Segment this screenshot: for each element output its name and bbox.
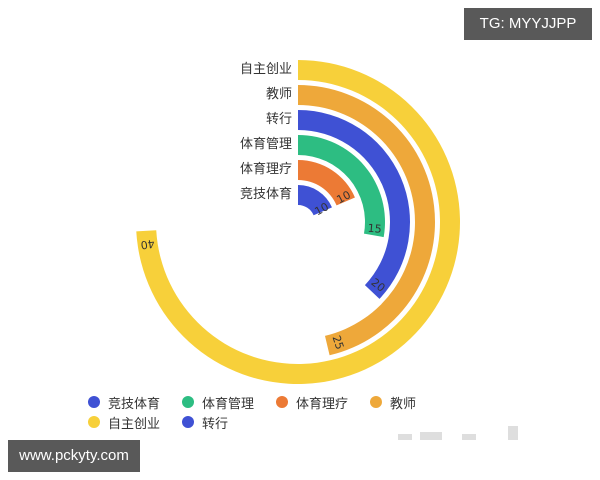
legend-label: 体育理疗 xyxy=(296,396,349,412)
value-label: 25 xyxy=(330,334,347,351)
category-label: 教师 xyxy=(265,87,292,102)
category-label: 体育理疗 xyxy=(239,162,292,177)
blurred-artifact xyxy=(462,434,476,440)
legend-dot-icon xyxy=(182,416,195,428)
bar-教师[interactable] xyxy=(298,85,436,356)
value-label: 15 xyxy=(367,222,382,236)
legend-label: 教师 xyxy=(390,396,417,412)
value-label: 10 xyxy=(335,188,353,206)
legend-item[interactable]: 体育管理 xyxy=(182,392,254,412)
watermark-url: www.pckyty.com xyxy=(8,440,140,472)
watermark-tg: TG: MYYJJPP xyxy=(464,8,592,40)
value-label: 40 xyxy=(140,237,156,252)
blurred-artifact xyxy=(508,426,518,440)
category-label: 竞技体育 xyxy=(239,187,292,202)
legend-label: 转行 xyxy=(202,416,229,432)
category-label: 体育管理 xyxy=(239,137,292,152)
bar-竞技体育[interactable] xyxy=(298,185,332,216)
bar-自主创业[interactable] xyxy=(136,60,460,384)
legend-dot-icon xyxy=(88,416,100,428)
legend-item[interactable]: 转行 xyxy=(182,412,228,432)
value-label: 10 xyxy=(313,200,331,218)
legend-item[interactable]: 体育理疗 xyxy=(276,392,348,412)
bar-体育管理[interactable] xyxy=(298,135,386,238)
legend-item[interactable]: 教师 xyxy=(370,392,416,412)
blurred-artifact xyxy=(398,434,412,440)
legend-label: 体育管理 xyxy=(202,396,255,412)
legend-dot-icon xyxy=(276,396,289,408)
bar-转行[interactable] xyxy=(298,110,411,299)
legend-dot-icon xyxy=(182,396,195,408)
bar-体育理疗[interactable] xyxy=(298,160,355,206)
legend-dot-icon xyxy=(88,396,100,408)
chart-legend: 竞技体育 体育管理 体育理疗 教师自主创业 转行 xyxy=(88,392,528,432)
category-label: 转行 xyxy=(265,112,292,127)
legend-item[interactable]: 自主创业 xyxy=(88,412,160,432)
legend-dot-icon xyxy=(370,396,383,408)
category-label: 自主创业 xyxy=(239,62,292,77)
legend-item[interactable]: 竞技体育 xyxy=(88,392,160,412)
legend-label: 自主创业 xyxy=(108,416,161,432)
legend-label: 竞技体育 xyxy=(108,396,161,412)
blurred-artifact xyxy=(420,432,442,440)
